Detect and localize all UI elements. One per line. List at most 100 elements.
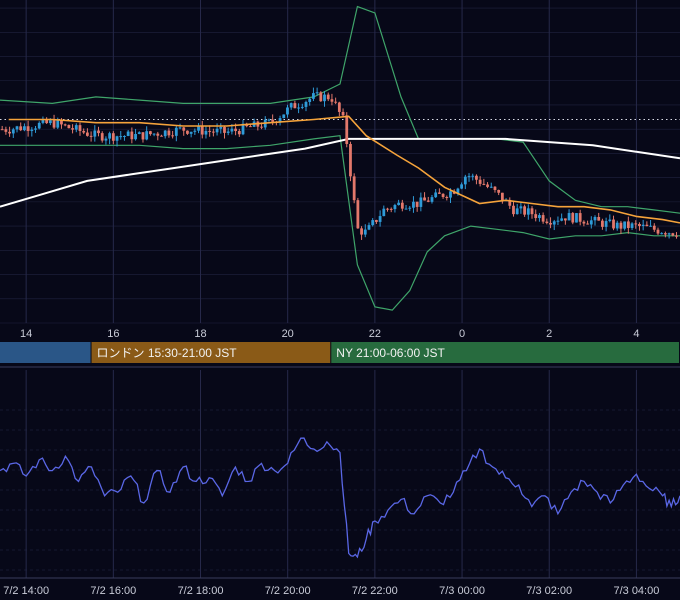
session-label: NY 21:00-06:00 JST bbox=[336, 346, 445, 360]
session-bar: ロンドン 15:30-21:00 JST NY 21:00-06:00 JST bbox=[0, 342, 680, 368]
candle-body bbox=[308, 98, 312, 102]
price-x-tick-label: 16 bbox=[107, 328, 119, 340]
candle-body bbox=[478, 179, 482, 184]
candle-body bbox=[26, 126, 30, 131]
candle-body bbox=[652, 225, 656, 230]
oscillator-x-tick-label: 7/3 02:00 bbox=[526, 585, 572, 597]
candle-body bbox=[312, 93, 315, 99]
candle-body bbox=[271, 119, 275, 122]
candle-body bbox=[493, 186, 497, 190]
candle-body bbox=[489, 186, 493, 188]
candle-body bbox=[460, 184, 464, 189]
oscillator-x-tick-label: 7/2 22:00 bbox=[352, 585, 398, 597]
candle-body bbox=[578, 213, 582, 222]
candle-body bbox=[423, 197, 426, 201]
candle-body bbox=[78, 125, 82, 131]
candle-body bbox=[134, 134, 137, 140]
candle-body bbox=[456, 188, 460, 194]
candle-body bbox=[341, 111, 345, 116]
candle-body bbox=[82, 130, 86, 133]
candle-body bbox=[589, 220, 593, 225]
candle-body bbox=[437, 192, 441, 194]
candle-body bbox=[400, 202, 404, 209]
candle-body bbox=[549, 222, 552, 225]
candle-body bbox=[278, 118, 282, 123]
candle-body bbox=[371, 220, 375, 226]
candle-body bbox=[323, 94, 326, 102]
candle-body bbox=[152, 133, 156, 135]
candle-body bbox=[100, 133, 104, 141]
candle-body bbox=[541, 215, 545, 222]
candle-body bbox=[174, 127, 178, 136]
candle-body bbox=[656, 229, 660, 234]
candle-body bbox=[304, 101, 308, 107]
candle-body bbox=[582, 221, 586, 224]
candle-body bbox=[197, 126, 200, 131]
candle-body bbox=[260, 126, 263, 128]
candle-body bbox=[223, 126, 226, 133]
candle-body bbox=[615, 222, 619, 229]
candle-body bbox=[515, 208, 519, 215]
candle-body bbox=[171, 135, 175, 137]
price-x-tick-label: 14 bbox=[20, 328, 32, 340]
price-x-tick-label: 0 bbox=[459, 328, 465, 340]
candle-body bbox=[11, 129, 15, 134]
candle-body bbox=[52, 120, 56, 128]
bollinger-lower-line bbox=[0, 135, 680, 311]
candle-body bbox=[56, 120, 60, 128]
candle-body bbox=[63, 124, 67, 126]
candle-body bbox=[430, 197, 434, 202]
candle-body bbox=[219, 126, 223, 129]
candle-body bbox=[104, 138, 108, 141]
candle-body bbox=[115, 136, 119, 141]
candle-body bbox=[226, 131, 230, 133]
candle-body bbox=[374, 220, 378, 222]
candle-body bbox=[93, 130, 97, 137]
candle-body bbox=[382, 208, 386, 217]
candle-body bbox=[641, 224, 645, 227]
candle-body bbox=[130, 131, 134, 140]
candle-body bbox=[160, 135, 163, 137]
candle-body bbox=[378, 216, 382, 222]
candle-body bbox=[626, 221, 630, 229]
candle-body bbox=[523, 206, 527, 215]
candle-body bbox=[111, 133, 115, 141]
candle-body bbox=[571, 213, 575, 223]
candle-body bbox=[441, 193, 445, 197]
candle-body bbox=[141, 132, 145, 140]
candle-body bbox=[623, 221, 627, 229]
candle-body bbox=[482, 183, 486, 185]
candle-body bbox=[671, 233, 675, 236]
candle-body bbox=[145, 131, 149, 140]
candle-body bbox=[193, 130, 197, 132]
candle-body bbox=[23, 126, 26, 131]
candle-body bbox=[234, 128, 238, 132]
candle-body bbox=[89, 135, 93, 137]
candle-body bbox=[393, 205, 397, 210]
candle-body bbox=[15, 126, 19, 130]
candle-body bbox=[97, 130, 100, 134]
candle-body bbox=[638, 223, 641, 227]
candle-body bbox=[389, 208, 393, 210]
candle-body bbox=[315, 92, 319, 94]
candle-body bbox=[334, 101, 338, 103]
candle-body bbox=[267, 119, 271, 121]
oscillator-panel[interactable] bbox=[0, 370, 680, 579]
candle-body bbox=[445, 196, 449, 198]
price-panel[interactable] bbox=[0, 0, 680, 324]
candle-body bbox=[363, 229, 367, 235]
candle-body bbox=[601, 220, 604, 227]
candle-body bbox=[412, 201, 415, 208]
candle-body bbox=[360, 228, 363, 235]
candle-body bbox=[37, 122, 41, 129]
candle-body bbox=[211, 131, 215, 133]
oscillator-time-axis: 7/2 14:00 7/2 16:00 7/2 18:00 7/2 20:00 7/2 … bbox=[3, 585, 659, 597]
candle-body bbox=[575, 213, 578, 223]
candle-body bbox=[85, 132, 89, 136]
candle-body bbox=[123, 135, 126, 137]
candle-body bbox=[419, 197, 423, 207]
candle-body bbox=[182, 127, 186, 131]
price-x-tick-label: 20 bbox=[282, 328, 294, 340]
candles-group bbox=[0, 87, 678, 240]
